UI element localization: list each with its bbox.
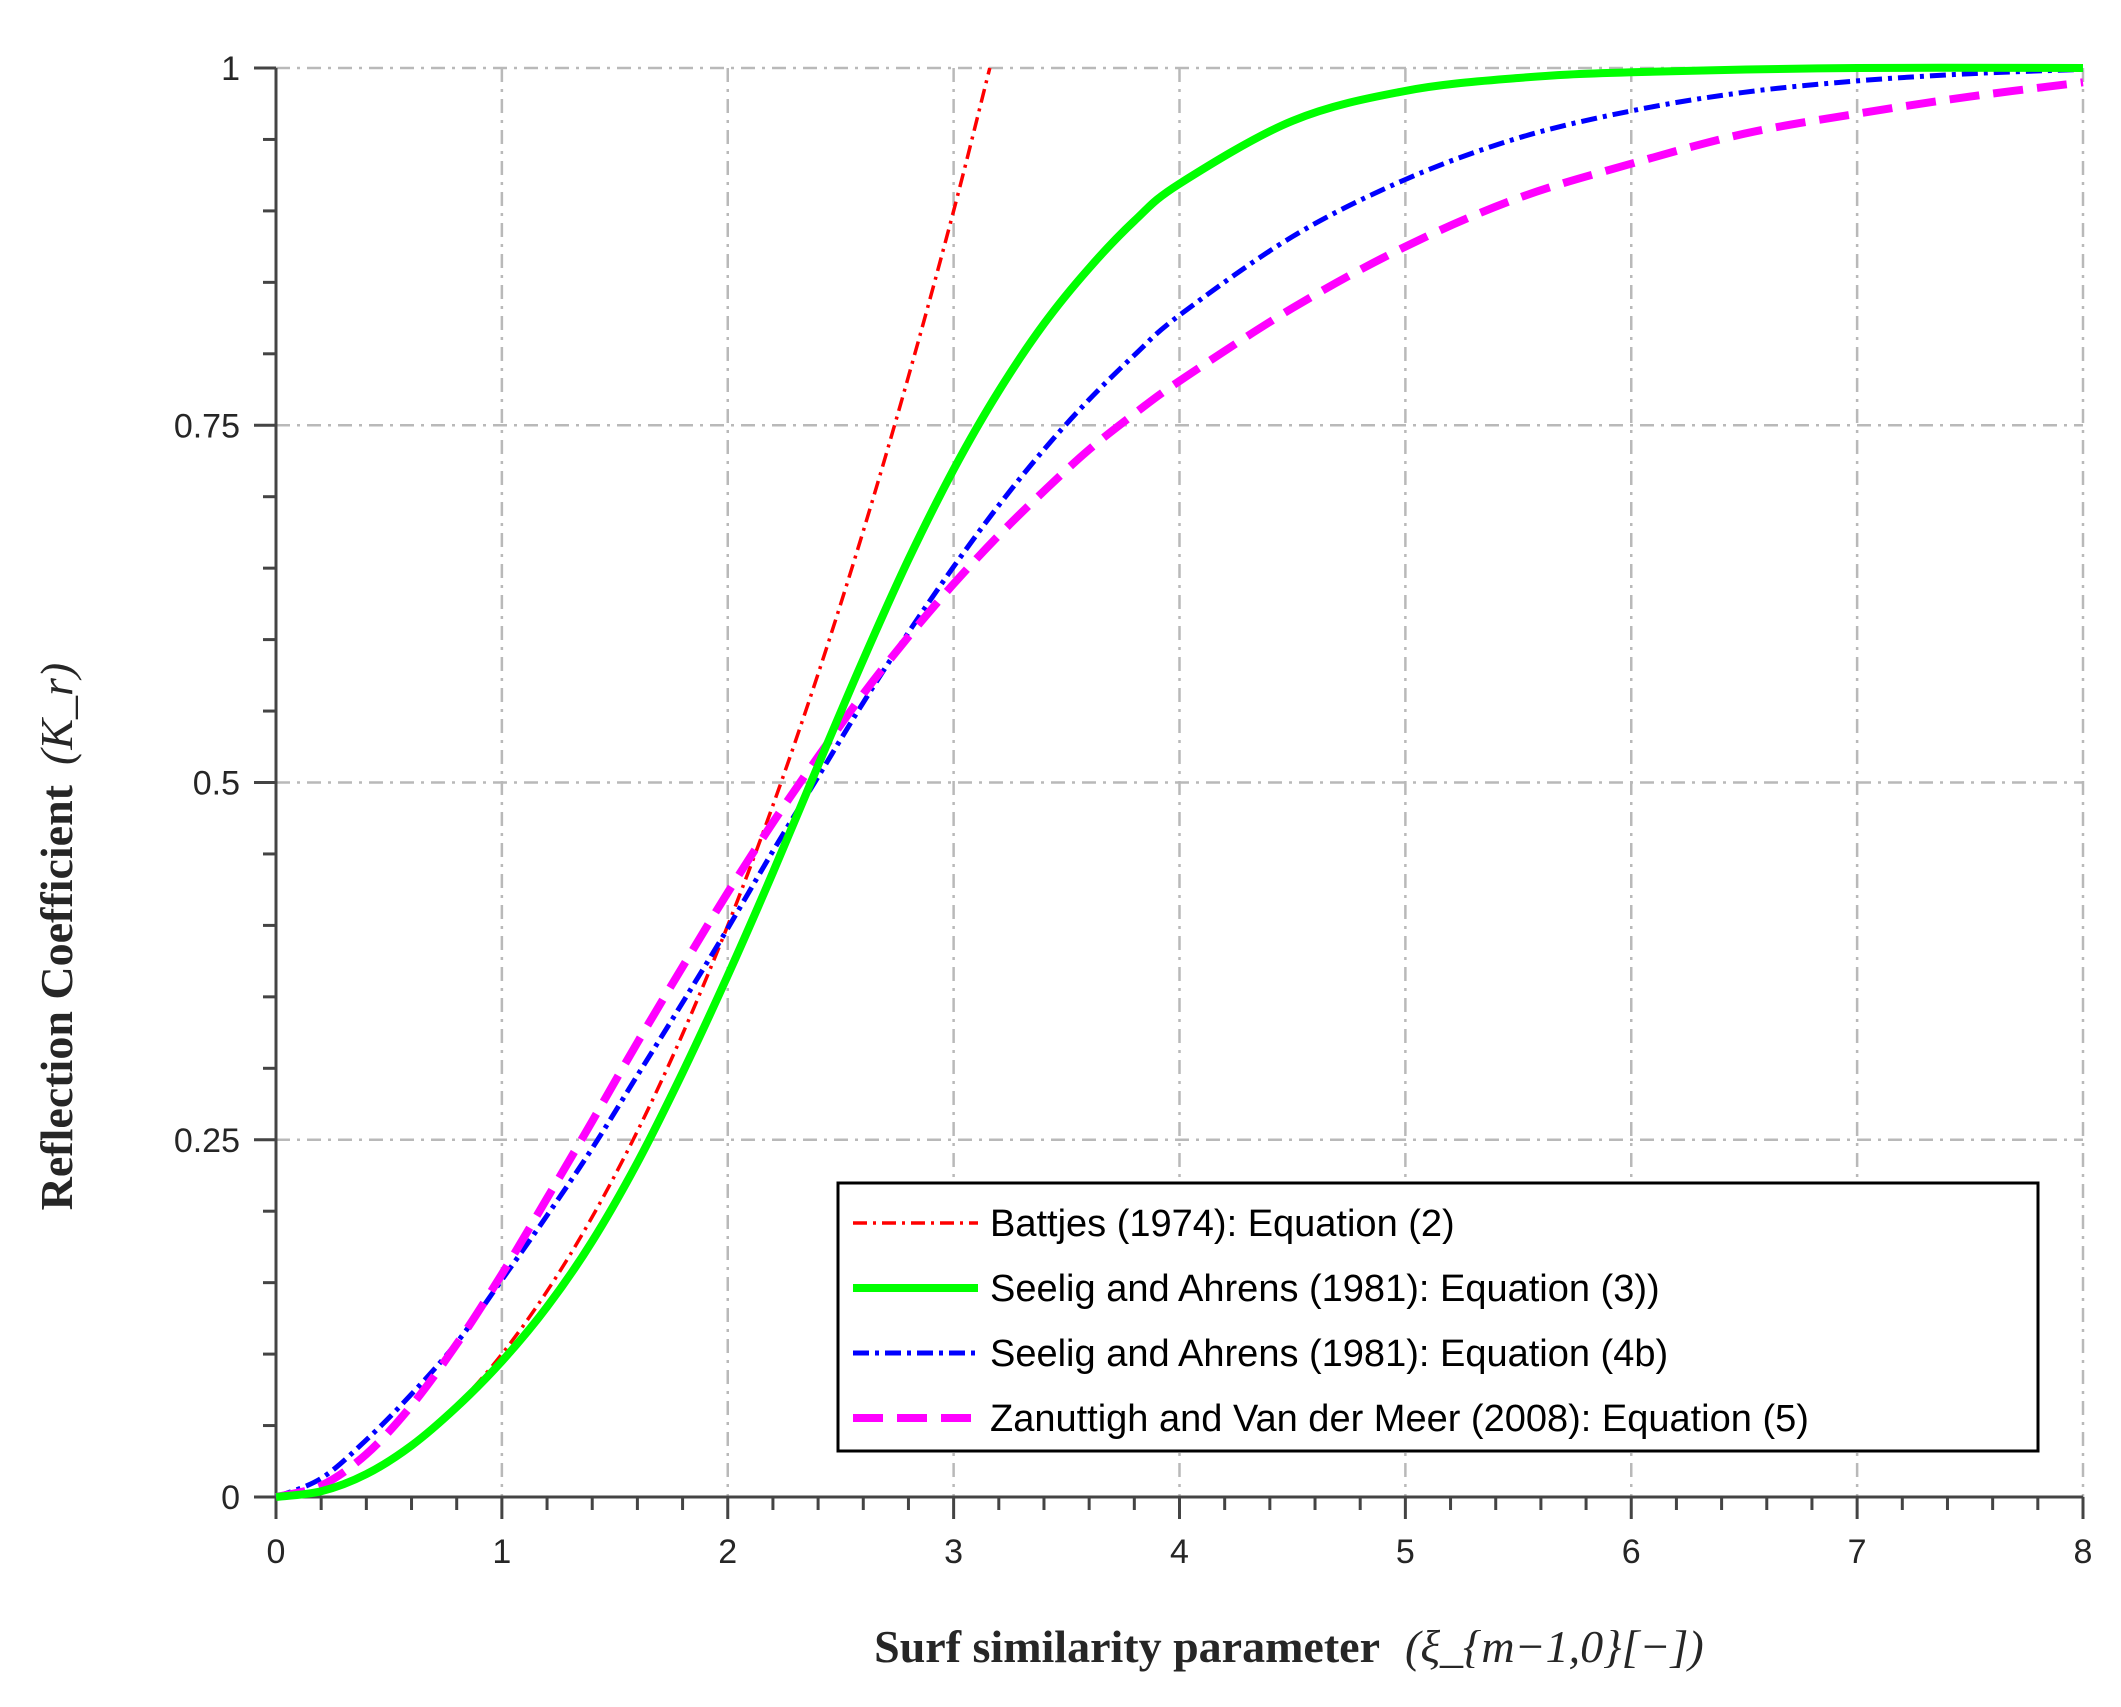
legend-label-4: Zanuttigh and Van der Meer (2008): Equat… <box>990 1398 1809 1440</box>
x-axis-label-math: (ξ_{m−1,0}[−]) <box>1405 1621 1704 1672</box>
x-tick-label: 3 <box>944 1533 963 1571</box>
y-axis-label-math: (K_r) <box>31 663 82 765</box>
y-tick-label: 0.75 <box>174 407 240 445</box>
x-tick-label: 6 <box>1622 1533 1641 1571</box>
x-tick-label: 7 <box>1848 1533 1867 1571</box>
x-tick-label: 8 <box>2074 1533 2093 1571</box>
x-tick-label: 0 <box>267 1533 286 1571</box>
y-tick-label: 0.25 <box>174 1122 240 1160</box>
y-tick-label: 1 <box>221 50 240 88</box>
legend-label-2: Seelig and Ahrens (1981): Equation (3)) <box>990 1268 1660 1310</box>
x-tick-label: 2 <box>718 1533 737 1571</box>
y-tick-label: 0.5 <box>193 765 240 803</box>
legend-label-3: Seelig and Ahrens (1981): Equation (4b) <box>990 1333 1668 1375</box>
series-line-4 <box>275 78 2084 1501</box>
series-group <box>275 63 2084 1501</box>
y-axis-label: Reflection Coefficient <box>31 784 82 1210</box>
y-tick-label: 0 <box>221 1479 240 1517</box>
legend-label-1: Battjes (1974): Equation (2) <box>990 1203 1455 1245</box>
legend: Battjes (1974): Equation (2) Seelig and A… <box>836 1181 2040 1453</box>
x-tick-label: 1 <box>492 1533 511 1571</box>
legend-box <box>836 1181 2040 1453</box>
x-tick-label: 4 <box>1170 1533 1189 1571</box>
grid <box>276 66 2085 1497</box>
x-axis-label: Surf similarity parameter <box>874 1621 1380 1672</box>
series-line-2 <box>275 63 2084 1501</box>
x-tick-label: 5 <box>1396 1533 1415 1571</box>
ticks: 0 1 2 3 4 5 6 7 8 0 0.25 0.5 0.75 1 <box>174 50 2093 1571</box>
